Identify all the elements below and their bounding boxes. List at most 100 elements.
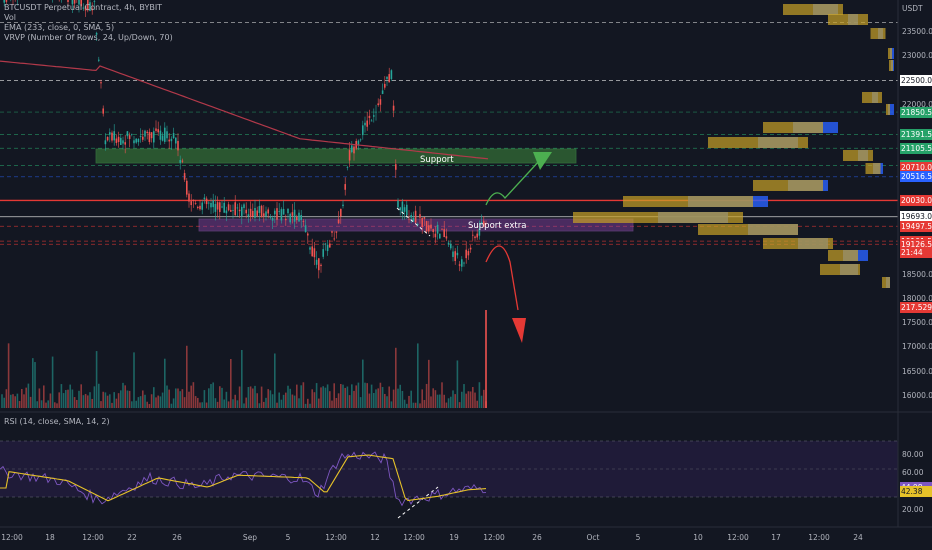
volume-bar [219,386,221,408]
price-label[interactable]: 19126.5 [900,238,932,250]
volume-bar [458,402,461,408]
volume-bar [467,391,470,408]
candle [425,221,428,232]
price-label[interactable]: 20710.0 [900,161,932,173]
volume-bar [208,388,210,408]
candle [102,108,104,114]
candle [423,217,426,219]
candle [304,225,307,233]
volume-bar [298,398,300,408]
volume-bar [254,385,256,408]
volume-bar [472,387,474,408]
price-label[interactable]: 21:44 [900,246,932,258]
candle [216,202,219,210]
candle [381,90,384,94]
time-tick: 22 [127,533,137,542]
candle [282,208,285,215]
volume-bar [179,391,181,408]
volume-bar [291,394,294,408]
price-label[interactable]: 217.529K [900,301,932,313]
ema-line [0,60,489,160]
candle [201,202,203,210]
volume-bar [5,389,8,408]
candle [225,210,228,214]
price-label[interactable]: 20516.5 [900,171,932,183]
price-label[interactable]: 20030.0 [900,194,932,206]
vrvp-bar-down [882,277,890,288]
candle [439,233,441,239]
candle [412,217,415,222]
volume-bar [177,388,179,408]
volume-bar [260,386,263,408]
candle [337,219,340,224]
candle [331,231,333,233]
volume-bar [311,389,313,408]
candle [388,74,390,83]
volume-bar [439,394,441,408]
rsi-legend[interactable]: RSI (14, close, SMA, 14, 2) [4,417,110,426]
candle [82,7,85,9]
volume-bar [190,385,192,408]
volume-bar [232,399,234,408]
vrvp-bar-down [886,104,890,115]
candle [120,137,122,145]
volume-bar [100,401,102,408]
volume-bar [181,389,184,408]
price-label[interactable]: 21105.5 [900,142,932,154]
price-label[interactable]: 21850.5 [900,106,932,118]
volume-bar [441,382,443,408]
volume-bar [137,397,140,408]
candle [309,247,311,250]
candle [95,32,98,35]
volume-bar [113,392,115,408]
volume-bar [21,389,23,408]
volume-bar [38,388,41,408]
volume-bar [474,392,476,408]
candle [346,166,349,168]
vrvp-bar-down [870,28,886,39]
rsi-value-label[interactable]: 42.38 [900,486,932,498]
vrvp-legend[interactable]: VRVP (Number Of Rows, 24, Up/Down, 70) [4,33,173,42]
candle [80,0,82,7]
volume-bar [7,343,10,408]
price-label[interactable]: 21391.5 [900,128,932,140]
volume-legend[interactable]: Vol [4,13,16,22]
candle [155,128,157,131]
volume-bar [450,396,452,408]
rsi-tick: 20.00 [902,505,924,514]
candle [434,233,437,238]
candle [232,210,234,212]
candle [370,120,373,122]
volume-bar [183,397,186,408]
price-label[interactable]: 19693.0 [900,211,932,223]
candle [359,139,362,141]
volume-bar [318,398,320,408]
volume-bar [51,356,54,408]
volume-bar [247,387,250,408]
volume-bar [84,393,87,408]
volume-bar [111,402,113,408]
volume-bar [91,398,93,408]
candle [410,215,412,218]
price-label[interactable]: 22500.0 [900,75,932,87]
vrvp-bar-up [888,104,894,115]
candle [351,145,353,153]
volume-bar [313,392,316,408]
volume-bar [117,393,120,408]
candle [245,209,247,214]
volume-bar [267,389,269,408]
candle [432,229,434,232]
volume-bar [469,391,472,408]
candle [111,132,113,141]
volume-bar [304,403,307,408]
volume-bar [432,388,434,408]
symbol-legend[interactable]: BTCUSDT Perpetual Contract, 4h, BYBIT [4,3,163,12]
volume-bar [45,402,47,408]
volume-bar [199,402,201,408]
ema-legend[interactable]: EMA (233, close, 0, SMA, 5) [4,23,115,32]
volume-bar [241,349,243,408]
price-label[interactable]: 19497.5 [900,220,932,232]
volume-bar [463,384,465,408]
volume-bar [340,383,342,408]
